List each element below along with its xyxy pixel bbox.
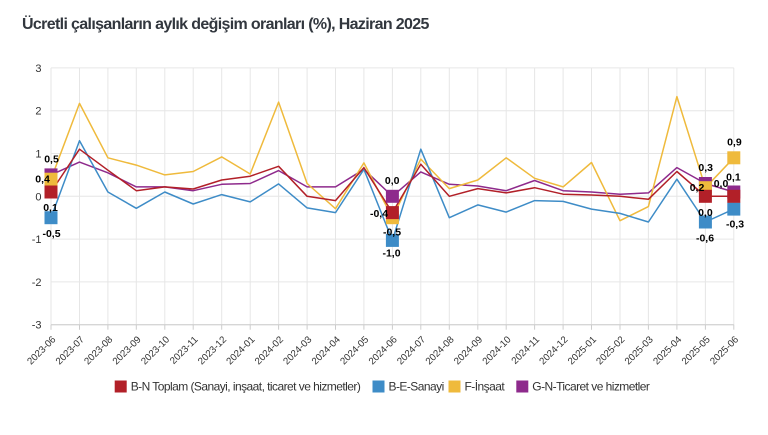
- svg-text:G-N-Ticaret ve hizmetler: G-N-Ticaret ve hizmetler: [532, 380, 650, 394]
- svg-text:-1,0: -1,0: [382, 248, 400, 260]
- svg-text:-0,3: -0,3: [726, 219, 744, 231]
- svg-text:0,2: 0,2: [690, 182, 705, 194]
- svg-text:0,5: 0,5: [44, 154, 59, 166]
- svg-text:-1: -1: [32, 234, 42, 246]
- svg-text:0,0: 0,0: [698, 207, 713, 219]
- svg-text:-0,5: -0,5: [42, 228, 60, 240]
- svg-text:0,0: 0,0: [385, 175, 400, 187]
- svg-text:0,1: 0,1: [43, 202, 58, 214]
- svg-text:0,9: 0,9: [727, 137, 742, 149]
- svg-text:-2: -2: [32, 277, 42, 289]
- svg-text:B-N Toplam (Sanayi, inşaat, ti: B-N Toplam (Sanayi, inşaat, ticaret ve h…: [131, 380, 361, 394]
- svg-text:0,3: 0,3: [698, 162, 713, 174]
- svg-text:Ücretli çalışanların aylık değ: Ücretli çalışanların aylık değişim oranl…: [22, 14, 430, 33]
- svg-text:3: 3: [35, 63, 41, 75]
- svg-text:-0,4: -0,4: [370, 208, 388, 220]
- svg-text:0,4: 0,4: [35, 174, 50, 186]
- svg-text:0: 0: [35, 191, 41, 203]
- svg-text:1: 1: [35, 149, 41, 161]
- svg-text:0,1: 0,1: [726, 172, 741, 184]
- svg-text:2: 2: [35, 106, 41, 118]
- svg-text:-0,5: -0,5: [383, 227, 401, 239]
- svg-text:-0,6: -0,6: [696, 233, 714, 245]
- svg-text:0,0: 0,0: [714, 178, 729, 190]
- svg-text:B-E-Sanayi: B-E-Sanayi: [389, 380, 444, 394]
- svg-text:-3: -3: [32, 320, 42, 332]
- svg-text:F-İnşaat: F-İnşaat: [465, 380, 506, 394]
